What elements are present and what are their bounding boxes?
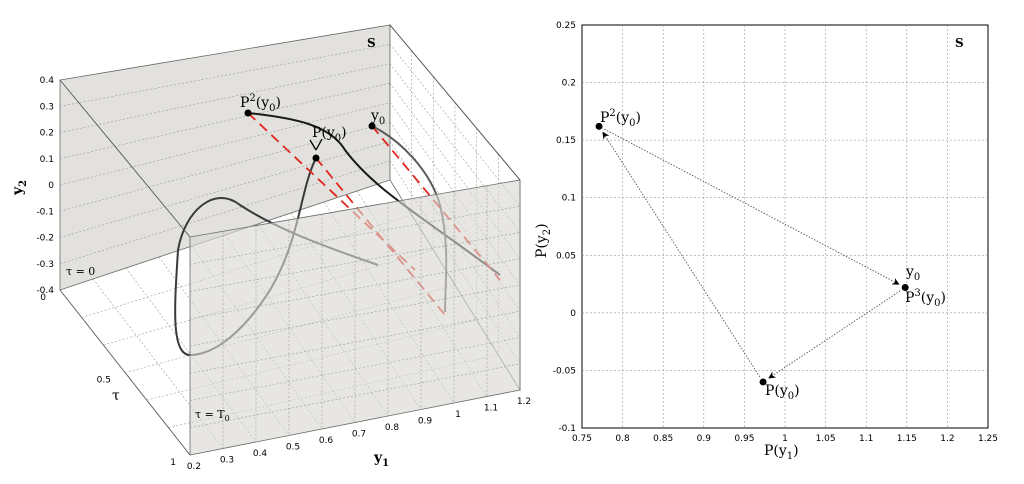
point-P2-y0 bbox=[244, 109, 252, 117]
left-3d-panel: P2(y0) P(y0) y0 S τ = 0 τ = T0 0.40.30.2… bbox=[10, 23, 531, 472]
x-tick-label: 0.95 bbox=[734, 434, 754, 444]
side-grid-line bbox=[389, 44, 521, 207]
tau-T0-label: τ = T0 bbox=[195, 408, 230, 423]
x-tick-label: 0.75 bbox=[572, 434, 592, 444]
point-y0 bbox=[368, 122, 376, 130]
y1-tick-label: 1.2 bbox=[517, 397, 531, 407]
x-tick-label: 1.1 bbox=[859, 434, 873, 444]
y2-tick-label: 0 bbox=[48, 181, 54, 191]
label-P-y0-right: P(y0) bbox=[765, 383, 800, 402]
front-wall-grid bbox=[189, 185, 521, 449]
right-y-ticks: -0.1 -0.05 0 0.05 0.1 0.15 0.2 0.25 bbox=[553, 21, 577, 434]
tau-tick-label: 1 bbox=[170, 458, 176, 468]
y-tick-label: -0.05 bbox=[553, 366, 576, 376]
right-2d-panel: 0.75 0.8 0.85 0.9 0.95 1 1.05 1.1 1.15 1.2 1.25 -0… bbox=[534, 21, 998, 462]
right-points bbox=[595, 122, 909, 386]
y2-tick-label: 0.4 bbox=[40, 76, 55, 86]
x-tick-label: 1.05 bbox=[816, 434, 836, 444]
frame-edge-left-bottom bbox=[59, 289, 191, 456]
tau-axis-ticks: 00.51 bbox=[40, 293, 176, 468]
y2-tick-label: -0.4 bbox=[36, 286, 54, 296]
y1-tick-label: 1 bbox=[455, 410, 461, 420]
y1-axis-ticks: 0.2 0.3 0.4 0.5 0.6 0.7 0.8 0.9 1 1.1 1.2 bbox=[187, 397, 531, 472]
label-P2-y0: P2(y0) bbox=[240, 93, 281, 114]
y1-tick-label: 0.8 bbox=[385, 423, 400, 433]
y-tick-label: 0.15 bbox=[556, 136, 576, 146]
back-grid-line bbox=[59, 140, 391, 238]
x-tick-label: 1.15 bbox=[897, 434, 917, 444]
back-grid-line bbox=[59, 160, 391, 265]
projection-line-P2 bbox=[247, 112, 416, 271]
y-tick-label: -0.1 bbox=[558, 424, 576, 434]
y1-tick-label: 1.1 bbox=[484, 404, 498, 414]
y2-tick-label: -0.1 bbox=[36, 207, 54, 217]
y1-tick-label: 0.7 bbox=[352, 430, 366, 440]
data-point bbox=[595, 122, 603, 130]
axis-label-tau: τ bbox=[112, 388, 120, 404]
back-grid-line bbox=[59, 121, 391, 212]
y-axis-label-right: P(y2) bbox=[534, 223, 553, 258]
map-arrow bbox=[602, 131, 761, 378]
y1-tick-label: 0.5 bbox=[286, 443, 300, 453]
y1-tick-label: 0.2 bbox=[187, 462, 201, 472]
x-tick-label: 0.85 bbox=[653, 434, 673, 444]
side-grid-line bbox=[389, 82, 521, 259]
label-y0-right: y0 bbox=[905, 264, 920, 283]
tau-tick-label: 0 bbox=[40, 293, 46, 303]
x-tick-label: 0.9 bbox=[697, 434, 712, 444]
x-tick-label: 1.2 bbox=[940, 434, 954, 444]
back-grid-line bbox=[59, 63, 391, 133]
y-tick-label: 0.25 bbox=[556, 21, 576, 31]
y2-axis-ticks: 0.4 0.3 0.2 0.1 0 -0.1 -0.2 -0.3 -0.4 bbox=[36, 76, 54, 296]
y1-tick-label: 0.3 bbox=[220, 456, 234, 466]
map-arrow bbox=[604, 128, 900, 285]
arrow-marker-icon bbox=[309, 138, 323, 151]
point-P-y0 bbox=[312, 154, 320, 162]
tau-tick-label: 0.5 bbox=[97, 376, 111, 386]
data-point bbox=[759, 378, 767, 386]
y2-tick-label: -0.3 bbox=[36, 260, 54, 270]
data-point bbox=[901, 284, 909, 292]
back-grid-line bbox=[59, 102, 391, 186]
x-tick-label: 1.25 bbox=[978, 434, 998, 444]
floor-grid-line bbox=[103, 249, 434, 346]
y-tick-label: 0.05 bbox=[556, 251, 576, 261]
frame-edge-left-top bbox=[59, 79, 191, 238]
label-P-y0: P(y0) bbox=[312, 125, 347, 144]
tau-zero-label: τ = 0 bbox=[66, 265, 95, 278]
y1-tick-label: 0.4 bbox=[253, 449, 268, 459]
section-label-right: S bbox=[955, 36, 964, 50]
x-tick-label: 0.8 bbox=[615, 434, 630, 444]
y1-tick-label: 0.6 bbox=[319, 436, 334, 446]
right-grid bbox=[582, 25, 988, 428]
y-tick-label: 0 bbox=[570, 309, 576, 319]
front-grid-line bbox=[189, 363, 521, 429]
label-P3-y0: P3(y0) bbox=[905, 288, 946, 309]
axis-label-y2: y2 bbox=[10, 180, 29, 196]
label-P2-y0-right: P2(y0) bbox=[600, 108, 641, 129]
y-tick-label: 0.1 bbox=[562, 194, 576, 204]
y2-tick-label: 0.2 bbox=[40, 129, 54, 139]
y2-tick-label: -0.2 bbox=[36, 234, 54, 244]
y2-tick-label: 0.1 bbox=[40, 155, 54, 165]
label-y0-left: y0 bbox=[370, 108, 385, 127]
frame-edge-back-right bbox=[389, 24, 521, 181]
x-axis-label-right: P(y1) bbox=[764, 443, 799, 462]
y1-tick-label: 0.9 bbox=[418, 417, 433, 427]
section-label-left: S bbox=[367, 36, 376, 50]
right-x-ticks: 0.75 0.8 0.85 0.9 0.95 1 1.05 1.1 1.15 1.2 1.25 bbox=[572, 434, 998, 444]
y-tick-label: 0.2 bbox=[562, 79, 576, 89]
map-arrow bbox=[768, 290, 901, 379]
axis-label-y1: y1 bbox=[373, 450, 389, 469]
right-arrows bbox=[602, 128, 901, 379]
x-tick-label: 1 bbox=[782, 434, 788, 444]
y2-tick-label: 0.3 bbox=[40, 102, 54, 112]
